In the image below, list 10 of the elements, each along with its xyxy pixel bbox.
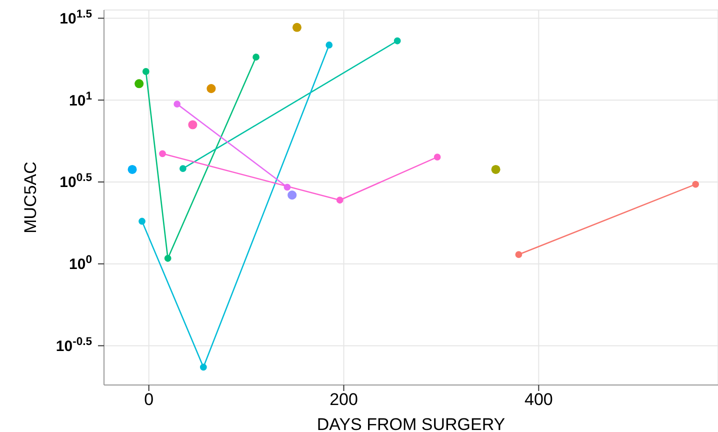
y-tick-label: 10$^{-0.5}$: [56, 336, 92, 355]
y-axis-title: MUC5AC: [21, 162, 40, 234]
y-tick-label: 10$^{0.5}$: [60, 172, 92, 192]
y-tick-label: 10$^{1}$: [69, 90, 92, 110]
x-tick-label: 400: [524, 390, 553, 410]
x-axis-title: DAYS FROM SURGERY: [316, 415, 506, 432]
y-tick-label: 10$^{0}$: [69, 254, 92, 274]
x-tick-label: 200: [330, 390, 358, 410]
y-tick-label: 10$^{1.5}$: [60, 8, 92, 28]
x-tick-label: 0: [144, 390, 154, 410]
